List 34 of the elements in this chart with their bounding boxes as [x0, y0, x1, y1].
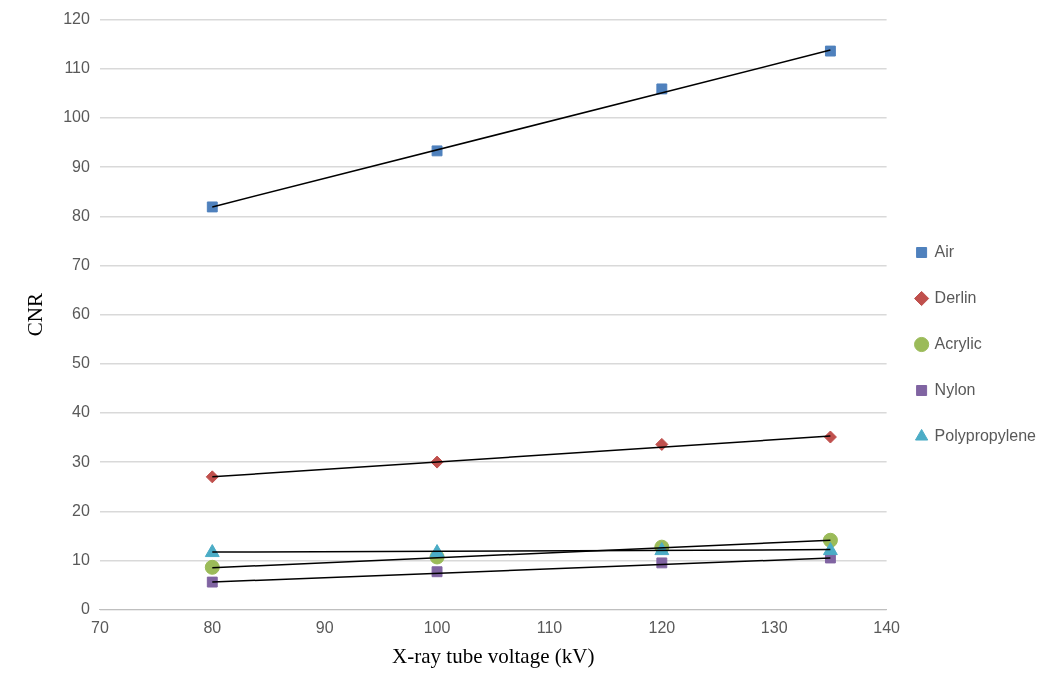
y-tick-label: 70 [72, 255, 90, 273]
y-tick-label: 110 [64, 59, 90, 77]
point [204, 544, 220, 558]
x-tick-label: 130 [760, 618, 788, 636]
legend-label: Air [934, 242, 955, 260]
y-tick-label: 100 [63, 108, 90, 126]
x-tick-label: 70 [91, 618, 109, 636]
y-tick-label: 80 [72, 206, 90, 224]
x-tick-label: 80 [203, 618, 222, 636]
y-tick-label: 50 [72, 354, 90, 372]
x-tick-label: 140 [873, 618, 901, 636]
y-tick-label: 0 [80, 600, 90, 618]
y-tick-label: 40 [72, 403, 90, 421]
legend-label: Acrylic [934, 334, 982, 352]
y-tick-label: 30 [72, 452, 90, 470]
y-tick-label: 90 [72, 157, 90, 175]
x-tick-label: 110 [536, 618, 563, 636]
y-axis-title: CNR [23, 293, 48, 337]
x-tick-label: 120 [648, 618, 676, 636]
x-axis-title: X-ray tube voltage (kV) [392, 643, 595, 668]
point [206, 201, 218, 213]
legend-label: Derlin [934, 288, 977, 306]
x-tick-label: 100 [423, 618, 451, 636]
legend-label: Polypropylene [934, 426, 1037, 444]
point [822, 542, 838, 556]
point [204, 559, 220, 575]
point [205, 470, 219, 484]
y-tick-label: 10 [72, 550, 90, 568]
y-tick-label: 120 [63, 10, 90, 28]
x-tick-label: 90 [315, 618, 334, 636]
y-tick-label: 20 [72, 501, 90, 519]
legend-label: Nylon [934, 380, 976, 398]
y-tick-label: 60 [72, 305, 90, 323]
point [824, 45, 836, 57]
